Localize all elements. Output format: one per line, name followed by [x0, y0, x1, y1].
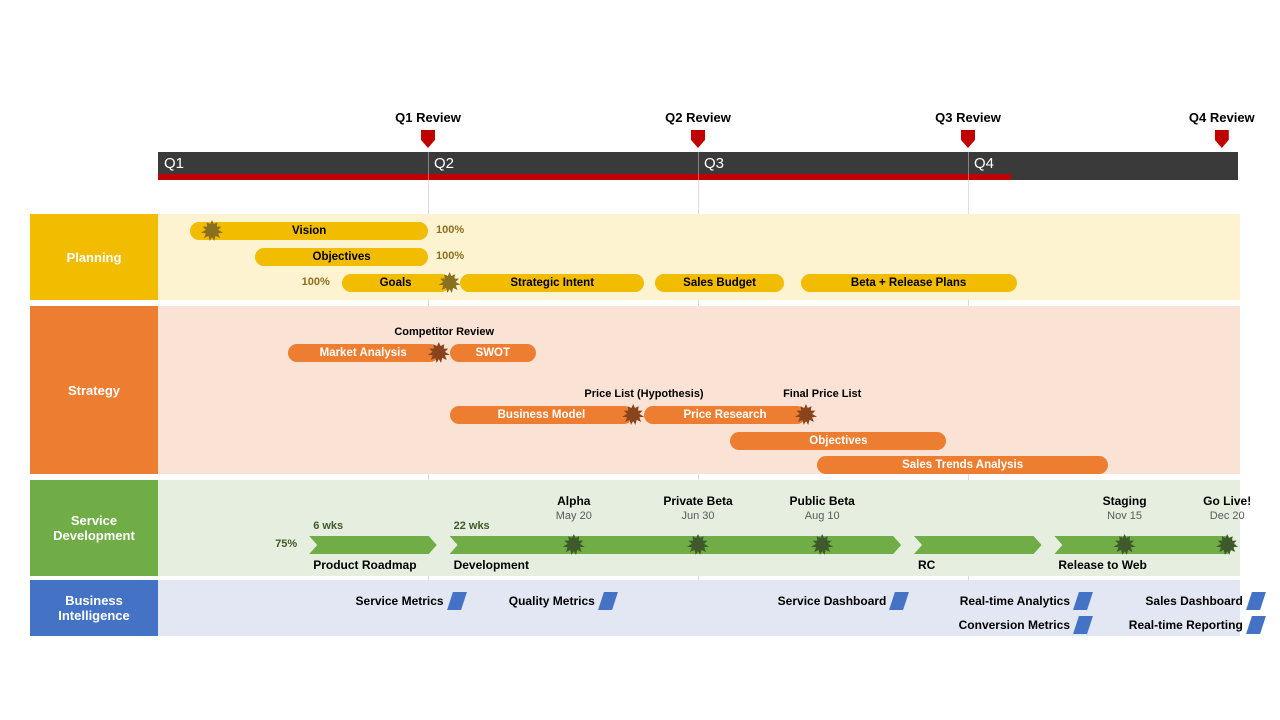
task-pill: Vision	[190, 222, 428, 240]
dev-milestone-title: Private Beta	[663, 494, 732, 508]
bi-flag	[1246, 616, 1266, 634]
dev-milestone-title: Go Live!	[1203, 494, 1251, 508]
pct-label: 75%	[275, 538, 297, 550]
lane-label-strategy: Strategy	[30, 306, 158, 474]
review-label: Q4 Review	[1189, 110, 1255, 125]
dev-milestone-title: Staging	[1103, 494, 1147, 508]
task-pill: SWOT	[450, 344, 536, 362]
dev-milestone-date: Aug 10	[805, 510, 840, 522]
lane-label-planning: Planning	[30, 214, 158, 300]
bi-flag-label: Real-time Reporting	[1129, 618, 1243, 632]
progress-today-bar	[158, 174, 1011, 180]
bi-flag-label: Sales Dashboard	[1145, 594, 1242, 608]
bi-flag-label: Real-time Analytics	[960, 594, 1070, 608]
dev-duration: 22 wks	[454, 520, 490, 532]
review-label: Q1 Review	[395, 110, 461, 125]
dev-milestone-title: Public Beta	[790, 494, 855, 508]
dev-segment-label: Product Roadmap	[313, 558, 416, 572]
bi-flag-label: Quality Metrics	[509, 594, 595, 608]
task-pill: Price Research	[644, 406, 806, 424]
bi-flag-label: Service Dashboard	[778, 594, 887, 608]
dev-segment	[914, 536, 1042, 554]
dev-segment	[309, 536, 437, 554]
pct-label: 100%	[436, 224, 464, 236]
dev-milestone-date: Dec 20	[1210, 510, 1245, 522]
dev-segment-label: Release to Web	[1058, 558, 1146, 572]
review-marker	[1215, 130, 1229, 148]
bi-flag-label: Conversion Metrics	[959, 618, 1070, 632]
task-pill: Market Analysis	[288, 344, 439, 362]
review-label: Q3 Review	[935, 110, 1001, 125]
review-marker	[421, 130, 435, 148]
task-pill: Goals	[342, 274, 450, 292]
dev-duration: 6 wks	[313, 520, 343, 532]
task-caption: Final Price List	[783, 388, 861, 400]
dev-milestone-date: May 20	[556, 510, 592, 522]
task-pill: Business Model	[450, 406, 634, 424]
task-pill: Beta + Release Plans	[801, 274, 1017, 292]
quarter-label: Q3	[704, 155, 724, 172]
review-marker	[961, 130, 975, 148]
task-caption: Competitor Review	[394, 326, 494, 338]
pct-label: 100%	[302, 276, 330, 288]
dev-segment-label: RC	[918, 558, 935, 572]
quarter-label: Q2	[434, 155, 454, 172]
task-pill: Sales Trends Analysis	[817, 456, 1109, 474]
lane-label-bi: Business Intelligence	[30, 580, 158, 636]
task-pill: Strategic Intent	[460, 274, 644, 292]
task-caption: Price List (Hypothesis)	[584, 388, 703, 400]
review-marker	[691, 130, 705, 148]
dev-segment	[1054, 536, 1236, 554]
task-pill: Objectives	[255, 248, 428, 266]
quarter-label: Q4	[974, 155, 994, 172]
dev-milestone-date: Nov 15	[1107, 510, 1142, 522]
task-pill: Objectives	[730, 432, 946, 450]
dev-milestone-date: Jun 30	[681, 510, 714, 522]
bi-flag	[1246, 592, 1266, 610]
lane-label-devel: Service Development	[30, 480, 158, 576]
pct-label: 100%	[436, 250, 464, 262]
quarter-label: Q1	[164, 155, 184, 172]
bi-flag-label: Service Metrics	[356, 594, 444, 608]
dev-milestone-title: Alpha	[557, 494, 590, 508]
task-pill: Sales Budget	[655, 274, 785, 292]
dev-segment	[450, 536, 902, 554]
review-label: Q2 Review	[665, 110, 731, 125]
dev-segment-label: Development	[454, 558, 529, 572]
